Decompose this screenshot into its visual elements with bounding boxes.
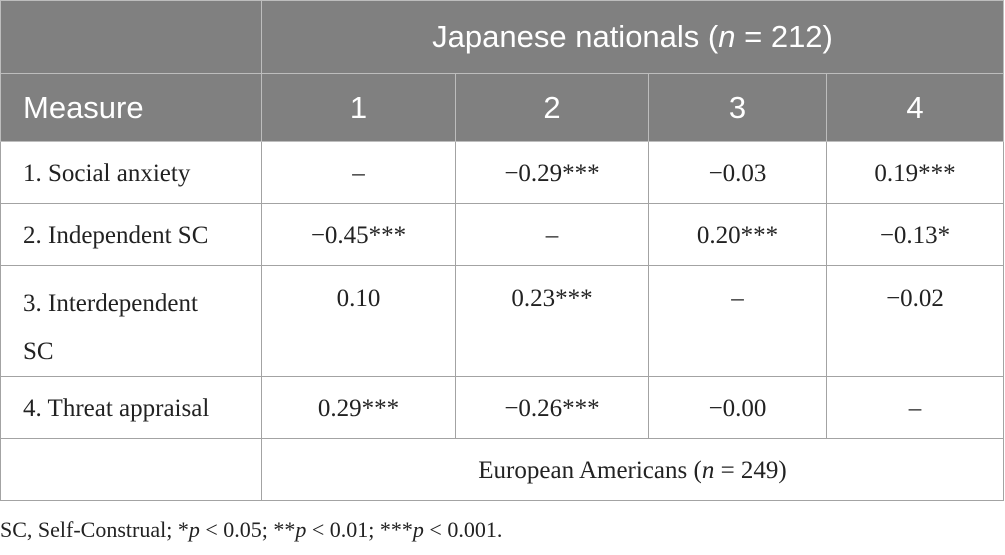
table-cell: 0.23*** (455, 265, 649, 377)
table-cell: – (261, 141, 456, 204)
footer-group-row: European Americans (n = 249) (0, 438, 1005, 501)
header-empty-cell (0, 0, 262, 74)
group-header-row: Japanese nationals (n = 212) (0, 0, 1005, 74)
table-cell: 0.19*** (825, 141, 1005, 204)
table-row: 2. Independent SC −0.45*** – 0.20*** −0.… (0, 203, 1005, 266)
group-header-japanese: Japanese nationals (n = 212) (260, 0, 1005, 74)
column-header-3: 3 (648, 73, 827, 142)
row-label: 4. Threat appraisal (0, 376, 262, 439)
table-cell: 0.20*** (648, 203, 827, 266)
table-cell: −0.03 (648, 141, 827, 204)
table-row: 3. Interdependent SC 0.10 0.23*** – −0.0… (0, 265, 1005, 377)
column-header-1: 1 (261, 73, 456, 142)
table-cell: −0.02 (825, 265, 1005, 377)
table-row: 4. Threat appraisal 0.29*** −0.26*** −0.… (0, 376, 1005, 439)
row-label: 1. Social anxiety (0, 141, 262, 204)
column-header-2: 2 (455, 73, 649, 142)
row-label: 2. Independent SC (0, 203, 262, 266)
table-cell: 0.29*** (261, 376, 456, 439)
table-cell: – (648, 265, 827, 377)
table-cell: −0.45*** (261, 203, 456, 266)
table-cell: −0.29*** (455, 141, 649, 204)
correlation-table: Japanese nationals (n = 212) Measure 1 2… (0, 0, 1005, 501)
row-label: 3. Interdependent SC (0, 265, 262, 377)
table-cell: −0.26*** (455, 376, 649, 439)
column-header-measure: Measure (0, 73, 262, 142)
footer-empty-cell (0, 438, 262, 501)
table-note: SC, Self-Construal; *p < 0.05; **p < 0.0… (0, 517, 503, 542)
column-header-4: 4 (825, 73, 1005, 142)
column-header-row: Measure 1 2 3 4 (0, 73, 1005, 142)
table-cell: – (825, 376, 1005, 439)
table-cell: −0.13* (825, 203, 1005, 266)
table-cell: −0.00 (648, 376, 827, 439)
table-cell: 0.10 (261, 265, 456, 377)
table-row: 1. Social anxiety – −0.29*** −0.03 0.19*… (0, 141, 1005, 204)
group-footer-european: European Americans (n = 249) (260, 438, 1005, 501)
table-cell: – (455, 203, 649, 266)
